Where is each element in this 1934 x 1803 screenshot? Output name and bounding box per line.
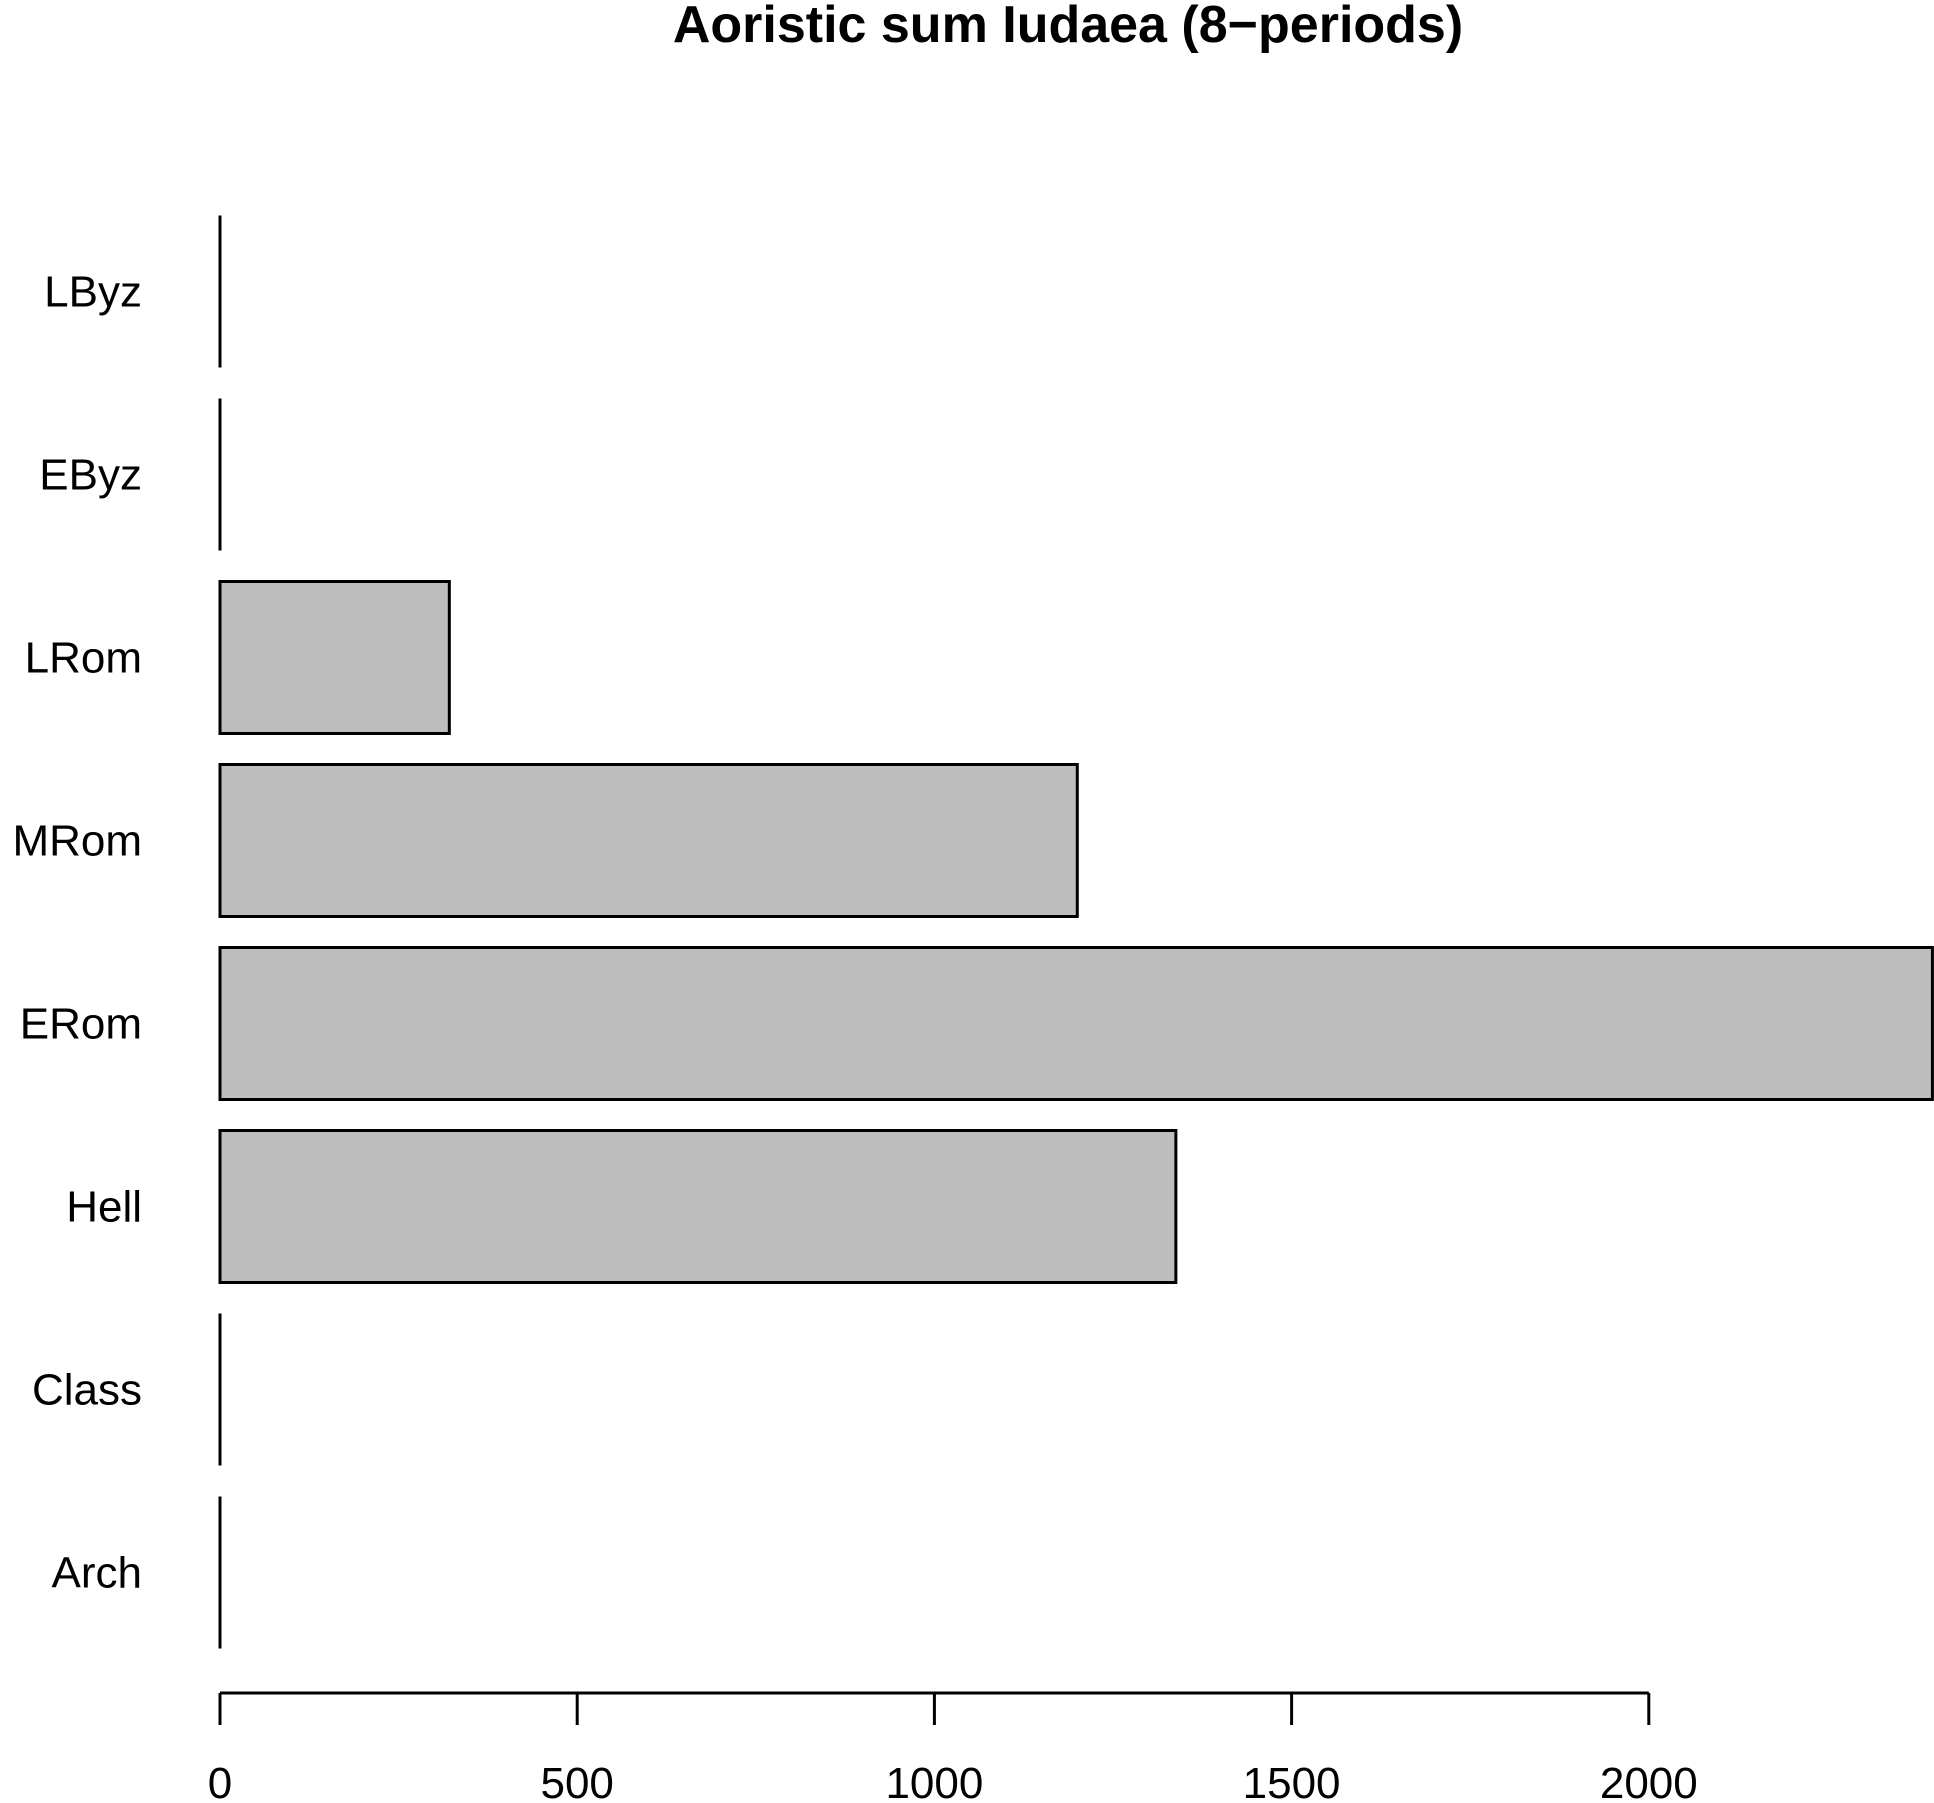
category-label-lrom: LRom (25, 634, 142, 683)
category-label-class: Class (32, 1366, 142, 1415)
category-label-hell: Hell (66, 1183, 142, 1232)
bar-lrom (218, 580, 451, 735)
bars-group (218, 215, 1934, 1649)
x-tick-label-500: 500 (540, 1759, 613, 1803)
category-label-mrom: MRom (12, 817, 142, 866)
bar-mrom (218, 763, 1079, 918)
bar-erom (218, 946, 1934, 1101)
category-label-erom: ERom (20, 1000, 142, 1049)
category-label-arch: Arch (52, 1549, 142, 1598)
chart-title: Aoristic sum Iudaea (8−periods) (673, 0, 1463, 54)
category-labels: Arch Class Hell ERom MRom LRom EByz LByz (12, 268, 142, 1598)
x-axis: 0 500 1000 1500 2000 (208, 1691, 1698, 1803)
bar-hell (218, 1129, 1178, 1284)
x-tick-label-1000: 1000 (885, 1759, 983, 1803)
x-tick-label-1500: 1500 (1243, 1759, 1341, 1803)
category-label-lbyz: LByz (44, 268, 142, 317)
x-tick-label-0: 0 (208, 1759, 232, 1803)
x-tick-label-2000: 2000 (1600, 1759, 1698, 1803)
category-label-ebyz: EByz (39, 451, 142, 500)
